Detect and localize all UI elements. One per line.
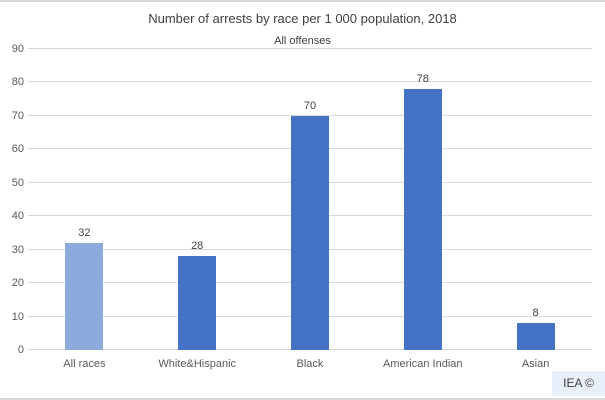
bar-value-label: 28 (191, 240, 204, 253)
ytick-label-30: 30 (11, 243, 24, 256)
ytick-label-0: 0 (17, 344, 24, 356)
gridline-y-90 (28, 48, 592, 49)
bar-slot: 28 (141, 49, 254, 350)
gridline-y-80 (28, 81, 592, 83)
bar-white-hispanic (178, 256, 217, 350)
ytick-label-90: 90 (11, 43, 24, 55)
ytick-label-20: 20 (11, 277, 24, 290)
gridline-y-70 (28, 114, 592, 116)
plot-area: 0 10 20 30 40 50 60 70 80 90 32 28 70 78 8 (12, 43, 592, 356)
bar-value-label: 32 (78, 226, 91, 239)
chart-subtitle: All offenses (274, 35, 331, 47)
bar-black (290, 115, 329, 350)
ytick-label-70: 70 (11, 109, 24, 122)
bar-value-label: 8 (532, 307, 539, 320)
ytick-label-50: 50 (11, 176, 24, 189)
ytick-label-10: 10 (11, 310, 24, 323)
bar-asian (516, 323, 555, 350)
category-label-all-races: All races (63, 358, 106, 370)
category-label-white-hispanic: White&Hispanic (158, 358, 237, 370)
bar-slot: 8 (479, 49, 592, 350)
brand-badge: IEA © (552, 371, 605, 396)
bar-all-races (65, 242, 104, 350)
category-label-black: Black (296, 358, 324, 370)
category-label-american-indian: American Indian (383, 358, 463, 370)
bar-slot: 78 (366, 49, 479, 350)
ytick-label-80: 80 (11, 76, 24, 89)
ytick-label-40: 40 (11, 210, 24, 223)
bar-american-indian (403, 89, 442, 350)
bar-slot: 70 (254, 49, 367, 350)
bar-slot: 32 (28, 49, 141, 350)
bar-value-label: 78 (416, 73, 429, 86)
ytick-label-60: 60 (11, 143, 24, 156)
chart-title: Number of arrests by race per 1 000 popu… (148, 11, 457, 26)
bar-value-label: 70 (303, 99, 317, 112)
category-label-asian: Asian (521, 358, 550, 370)
